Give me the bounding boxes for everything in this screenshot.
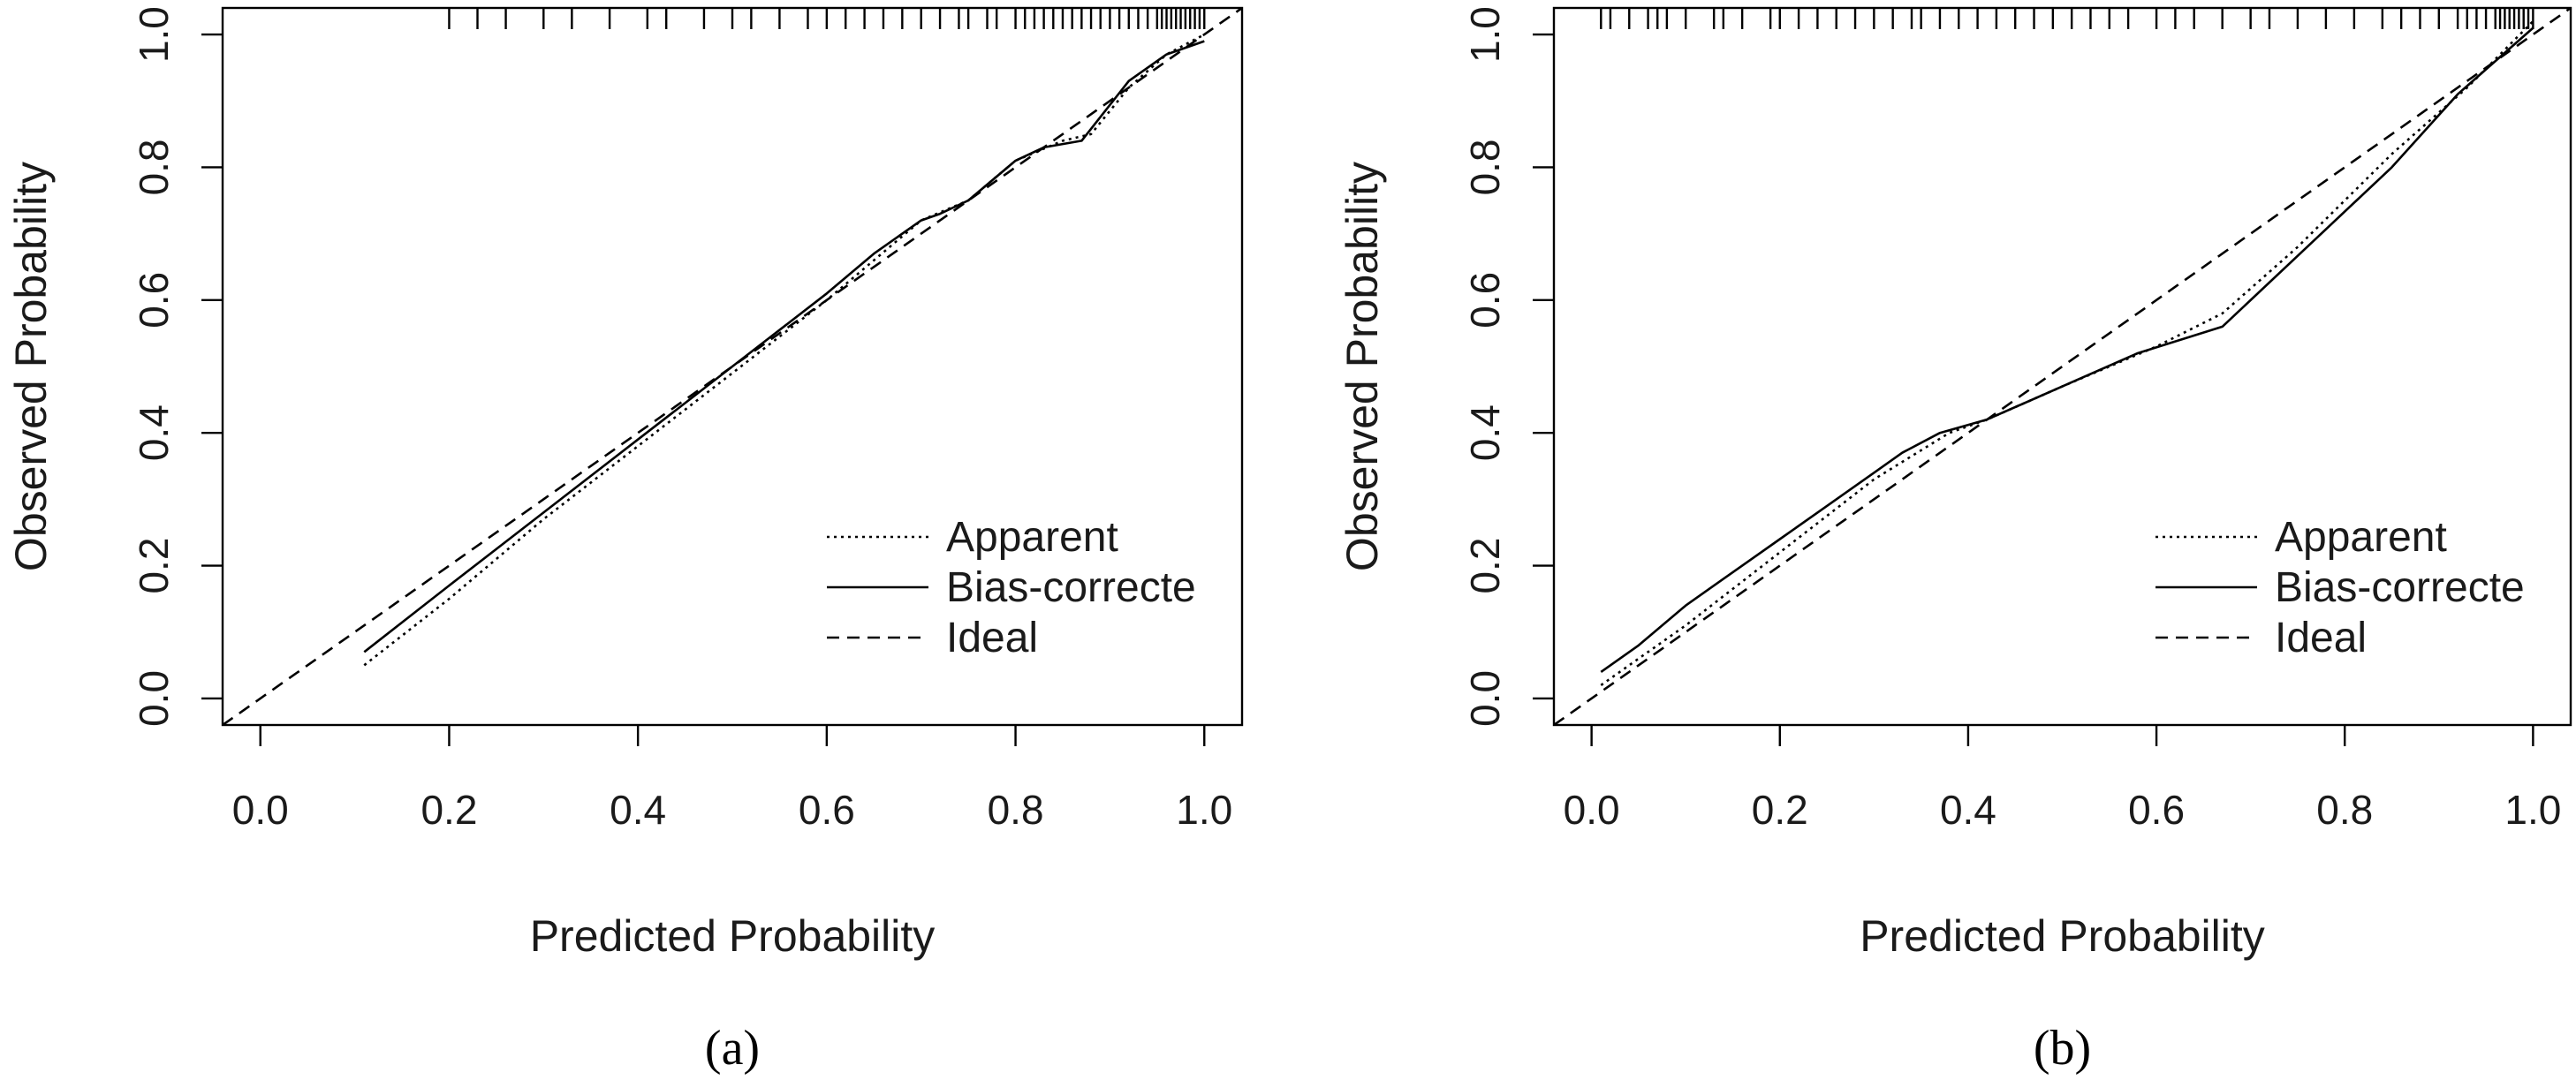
calibration-panel-a: 0.0 0.2 0.4 0.6 0.8 1.0 0.0 0.2 0.4 0.6 0.8 1.0 Pred… [6,6,1244,1076]
y-axis-label: Observed Probability [1337,162,1387,571]
y-tick-label: 0.8 [1462,139,1508,195]
x-tick-label: 0.4 [610,787,666,833]
x-tick-label: 0.0 [232,787,289,833]
series-line-bias-correcte [1600,26,2534,673]
y-tick-label: 1.0 [1462,6,1508,63]
series-line-bias-correcte [363,40,1205,653]
x-tick-label: 0.8 [2316,787,2373,833]
panel-label: (b) [2034,1021,2091,1076]
y-tick-label: 0.4 [1462,404,1508,461]
y-tick-label: 0.4 [131,404,177,461]
series-line-apparent [363,33,1205,667]
legend-label: Ideal [946,615,1038,661]
series-line-ideal [223,8,1242,725]
y-tick-label: 0.0 [1462,670,1508,727]
y-tick-label: 0.2 [1462,538,1508,594]
y-tick-label: 0.6 [1462,272,1508,329]
x-tick-label: 0.8 [988,787,1044,833]
rug-marks [448,8,1206,29]
x-tick-label: 0.2 [1752,787,1808,833]
y-tick-label: 0.0 [131,670,177,727]
x-tick-label: 0.6 [2128,787,2185,833]
y-tick-label: 0.8 [131,139,177,195]
legend-label: Apparent [946,514,1118,561]
y-tick-label: 1.0 [131,6,177,63]
x-axis-label: Predicted Probability [530,911,936,961]
calibration-panel-b: 0.0 0.2 0.4 0.6 0.8 1.0 0.0 0.2 0.4 0.6 0.8 1.0 Pred… [1337,6,2572,1076]
x-tick-label: 0.2 [420,787,477,833]
x-tick-label: 0.4 [1940,787,1996,833]
series-line-ideal [1554,8,2571,725]
series-lines [223,8,1242,725]
panel-label: (a) [705,1021,760,1076]
x-tick-label: 0.6 [799,787,855,833]
series-lines [1554,8,2571,725]
x-tick-label: 1.0 [1176,787,1232,833]
legend-label: Ideal [2275,615,2367,661]
x-tick-label: 0.0 [1564,787,1620,833]
plot-frame [1552,6,2572,727]
legend-label: Bias-correcte [2275,564,2525,611]
legend-label: Bias-correcte [946,564,1196,611]
x-axis-label: Predicted Probability [1860,911,2265,961]
y-tick-label: 0.6 [131,272,177,329]
y-tick-label: 0.2 [131,538,177,594]
legend-label: Apparent [2275,514,2447,561]
x-tick-label: 1.0 [2504,787,2561,833]
y-axis-label: Observed Probability [6,162,56,571]
rug-marks [1600,8,2534,29]
